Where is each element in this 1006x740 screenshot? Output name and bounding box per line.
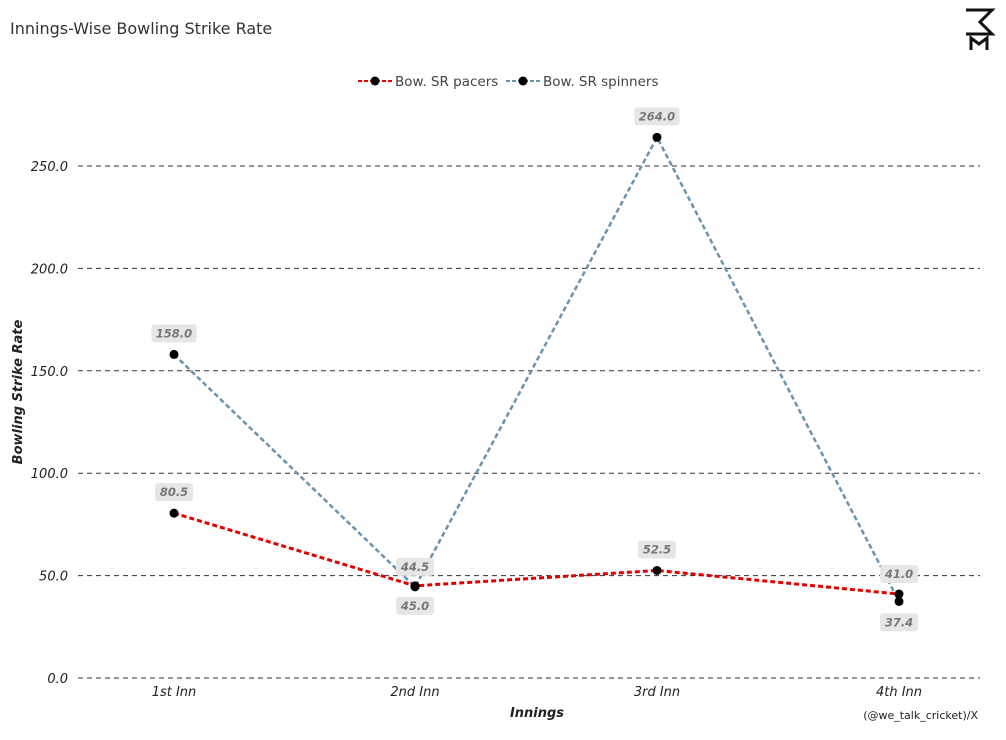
data-label: 44.5 (400, 560, 429, 574)
y-tick-label: 50.0 (39, 570, 68, 585)
data-point (169, 349, 179, 359)
data-label-background (151, 324, 197, 343)
legend-label: Bow. SR pacers (395, 74, 498, 90)
chart-title: Innings-Wise Bowling Strike Rate (10, 19, 273, 38)
data-label: 52.5 (643, 542, 671, 556)
data-label: 80.5 (160, 485, 188, 499)
x-axis-label: Innings (510, 706, 564, 721)
legend-marker (370, 76, 380, 86)
data-point (894, 596, 904, 606)
y-axis-label: Bowling Strike Rate (11, 320, 26, 465)
data-label-background (638, 540, 676, 559)
data-label-background (634, 107, 680, 126)
x-tick-label: 1st Inn (152, 685, 197, 700)
series-line (173, 511, 900, 596)
we-talk-cricket-logo (966, 8, 996, 50)
data-label: 264.0 (639, 109, 675, 123)
data-label: 158.0 (156, 326, 192, 340)
y-axis-ticks: 0.0 50.0 100.0 150.0 200.0 250.0 (31, 160, 68, 687)
x-tick-label: 2nd Inn (390, 685, 439, 700)
series-lines (173, 134, 901, 602)
y-tick-label: 200.0 (31, 262, 68, 277)
data-point (410, 582, 420, 592)
y-tick-label: 100.0 (31, 467, 68, 482)
y-tick-label: 250.0 (31, 160, 68, 175)
data-label-background (155, 483, 193, 502)
data-label-background (880, 565, 918, 584)
data-point (652, 132, 662, 142)
y-tick-label: 0.0 (47, 672, 68, 687)
legend-label: Bow. SR spinners (543, 74, 659, 90)
data-labels: 80.5 45.0 52.5 41.0 158.0 44.5 264.0 37.4 (151, 107, 918, 632)
x-tick-label: 4th Inn (876, 685, 922, 700)
data-label-background (396, 557, 434, 576)
data-point (894, 589, 904, 599)
x-tick-label: 3rd Inn (634, 685, 680, 700)
y-tick-label: 150.0 (31, 365, 68, 380)
data-label-background (880, 613, 918, 632)
data-label: 41.0 (884, 567, 913, 581)
gridlines (78, 165, 980, 679)
data-label-background (396, 596, 434, 615)
series-points (169, 132, 904, 606)
data-label: 45.0 (400, 599, 429, 613)
data-label: 37.4 (885, 615, 913, 629)
credit-text: (@we_talk_cricket)/X (863, 709, 978, 722)
x-axis-ticks: 1st Inn 2nd Inn 3rd Inn 4th Inn (152, 685, 922, 700)
legend: Bow. SR pacers Bow. SR spinners (358, 74, 659, 90)
data-point (652, 565, 662, 575)
data-point (169, 508, 179, 518)
legend-marker (518, 76, 528, 86)
series-line (173, 134, 901, 602)
